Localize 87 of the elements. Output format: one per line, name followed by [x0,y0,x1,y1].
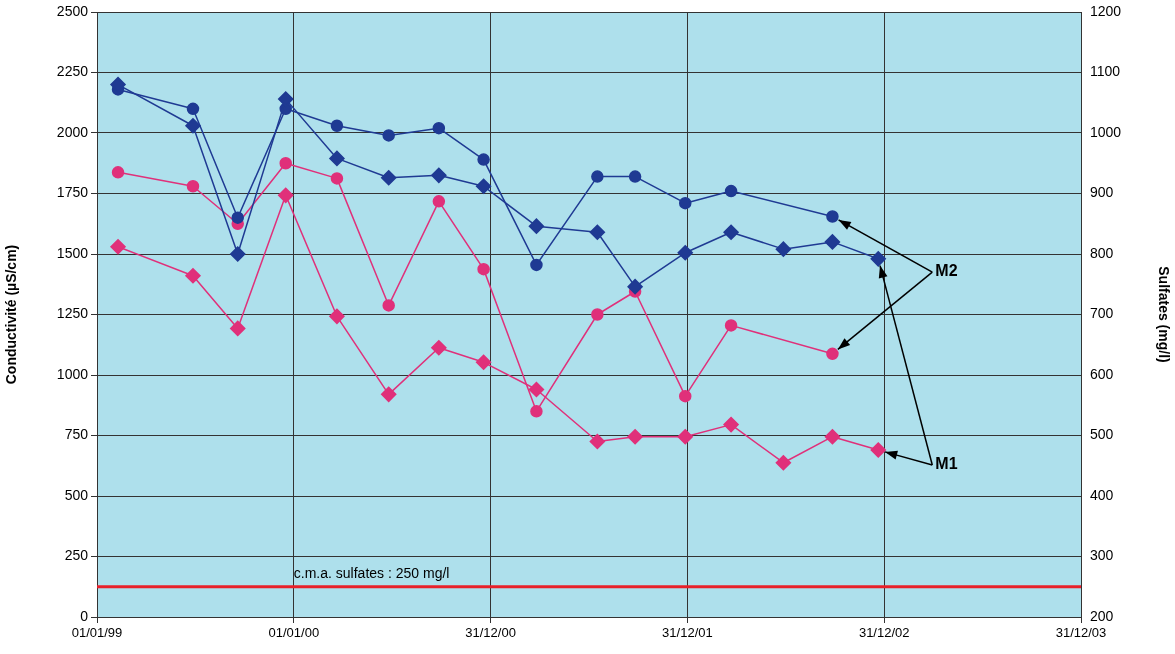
point [723,224,739,240]
point [111,166,125,179]
point [477,262,490,276]
point [723,416,739,433]
point [431,167,447,184]
y-tick-label: 1000 [56,365,89,382]
y-tick-label: 750 [64,426,89,443]
point [824,234,841,250]
point [628,170,642,183]
point [591,308,604,321]
y-tick-label: 1750 [56,184,89,201]
point [110,238,126,255]
point [591,170,604,183]
point [186,102,200,116]
point [380,170,397,186]
y-axis-title: Conductivité (µS/cm) [3,244,20,385]
y-tick-label: 1250 [56,305,89,322]
point [231,211,244,224]
point [432,195,446,208]
point [330,172,344,185]
point [185,268,201,284]
point [627,428,643,445]
point [627,278,643,295]
point [475,178,492,194]
x-tick-label: 01/01/99 [71,625,123,641]
y-tick-label: 1500 [56,244,89,261]
y-tick-label: 250 [64,547,89,564]
y-tick-label: 0 [80,607,89,624]
point [528,381,545,398]
point [475,354,492,371]
point [775,241,792,257]
point [477,153,490,166]
y-tick-label: 2500 [56,2,89,19]
point [724,184,738,198]
y2-tick-label: 1000 [1090,123,1122,140]
point [329,308,345,325]
x-tick-label: 31/12/03 [1055,625,1107,641]
y2-tick-label: 500 [1090,426,1114,443]
annotation: M1 [935,455,958,473]
point [382,299,395,312]
point [229,320,246,337]
point [724,319,738,332]
point [678,389,692,403]
point [775,454,792,471]
point [229,246,246,262]
point [589,224,606,240]
y2-tick-label: 1100 [1090,63,1121,80]
point [677,428,693,445]
point [826,347,839,361]
point [330,119,344,132]
point [528,218,545,234]
x-tick-label: 31/12/01 [662,625,713,641]
y2-tick-label: 900 [1090,184,1114,201]
y2-tick-label: 300 [1090,547,1114,564]
x-tick-label: 31/12/02 [858,625,910,641]
point [382,129,395,142]
point [870,442,887,458]
point [185,117,201,134]
point [824,428,841,445]
point [677,245,693,261]
y2-tick-label: 1200 [1090,2,1122,19]
ref-line-label: c.m.a. sulfates : 250 mg/l [293,564,450,581]
y2-axis-title: Sulfates (mg/l) [1155,266,1172,363]
point [279,157,292,170]
point [431,340,447,356]
x-tick-label: 01/01/00 [268,625,320,641]
point [530,258,543,272]
y-tick-label: 2000 [56,123,89,140]
y2-tick-label: 600 [1090,365,1114,382]
y2-tick-label: 800 [1090,244,1114,261]
point [870,251,887,267]
point [530,405,543,418]
point [826,210,839,223]
y2-tick-label: 200 [1090,607,1114,624]
point [277,187,294,204]
point [432,121,446,135]
annotation: M2 [935,262,958,280]
y-tick-label: 500 [64,486,89,503]
y-tick-label: 2250 [56,63,89,80]
point [589,433,606,450]
point [329,150,345,167]
y2-tick-label: 400 [1090,486,1114,503]
point [678,196,692,210]
x-tick-label: 31/12/00 [465,625,516,641]
y2-tick-label: 700 [1090,305,1114,322]
point [380,386,397,403]
point [186,179,200,193]
